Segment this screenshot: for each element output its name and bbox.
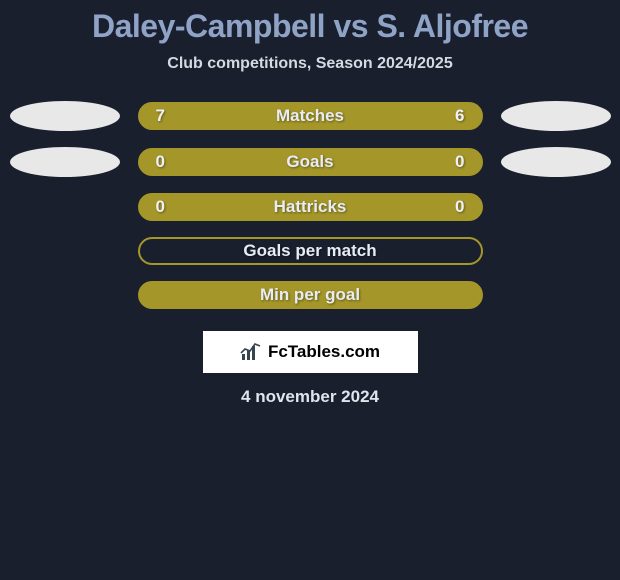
stat-row: 7 Matches 6 <box>0 101 620 131</box>
player1-badge <box>10 101 120 131</box>
stat-label: Min per goal <box>260 285 360 305</box>
stat-label: Goals <box>286 152 333 172</box>
stat-row: Min per goal <box>0 281 620 309</box>
source-logo: FcTables.com <box>203 331 418 373</box>
stat-rows: 7 Matches 6 0 Goals 0 0 Hattricks 0 Goals per mat… <box>0 101 620 309</box>
player1-badge <box>10 147 120 177</box>
stat-bar: Goals per match <box>138 237 483 265</box>
stat-left-value: 0 <box>156 152 165 172</box>
stat-label: Matches <box>276 106 344 126</box>
stat-bar: Min per goal <box>138 281 483 309</box>
stat-bar: 7 Matches 6 <box>138 102 483 130</box>
stat-row: Goals per match <box>0 237 620 265</box>
comparison-subtitle: Club competitions, Season 2024/2025 <box>0 55 620 73</box>
stat-row: 0 Goals 0 <box>0 147 620 177</box>
stat-label: Goals per match <box>243 241 376 261</box>
comparison-card: Daley-Campbell vs S. Aljofree Club compe… <box>0 0 620 580</box>
stat-label: Hattricks <box>274 197 347 217</box>
player2-badge <box>501 101 611 131</box>
stat-right-value: 0 <box>455 197 464 217</box>
stat-left-value: 7 <box>156 106 165 126</box>
logo-text: FcTables.com <box>268 342 380 362</box>
stat-right-value: 6 <box>455 106 464 126</box>
player2-badge <box>501 147 611 177</box>
stat-row: 0 Hattricks 0 <box>0 193 620 221</box>
stat-left-value: 0 <box>156 197 165 217</box>
comparison-title: Daley-Campbell vs S. Aljofree <box>0 8 620 45</box>
stat-right-value: 0 <box>455 152 464 172</box>
footer-date: 4 november 2024 <box>0 387 620 407</box>
stat-bar: 0 Hattricks 0 <box>138 193 483 221</box>
chart-icon <box>240 342 262 362</box>
stat-bar: 0 Goals 0 <box>138 148 483 176</box>
